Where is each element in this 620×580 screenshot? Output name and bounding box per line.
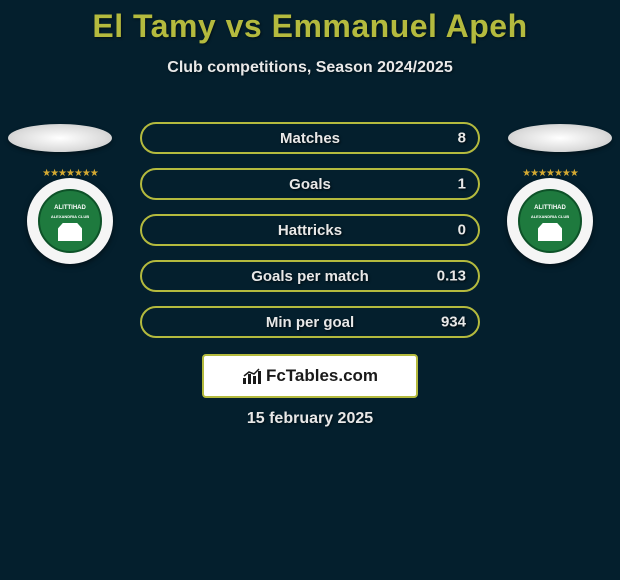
club-name-line2: ALEXANDRIA CLUB	[520, 214, 580, 219]
infographic-root: El Tamy vs Emmanuel Apeh Club competitio…	[0, 0, 620, 580]
brand-label: FcTables.com	[266, 366, 378, 386]
stat-label: Hattricks	[142, 222, 478, 239]
stat-row-goals: Goals 1	[140, 168, 480, 200]
player-photo-right	[508, 124, 612, 152]
club-badge-right: ★★★★★★★ ALITTIHAD ALEXANDRIA CLUB	[507, 178, 593, 264]
club-crest-icon: ALITTIHAD ALEXANDRIA CLUB	[38, 189, 102, 253]
page-title: El Tamy vs Emmanuel Apeh	[0, 0, 620, 45]
stat-label: Min per goal	[142, 314, 478, 331]
stat-label: Goals	[142, 176, 478, 193]
brand-chart-icon	[242, 367, 262, 385]
club-crest-icon: ALITTIHAD ALEXANDRIA CLUB	[518, 189, 582, 253]
stat-row-matches: Matches 8	[140, 122, 480, 154]
date-line: 15 february 2025	[0, 410, 620, 428]
page-subtitle: Club competitions, Season 2024/2025	[0, 59, 620, 77]
club-name-line1: ALITTIHAD	[40, 205, 100, 211]
star-icon: ★★★★★★★	[507, 168, 593, 179]
stats-panel: Matches 8 Goals 1 Hattricks 0 Goals per …	[140, 122, 480, 352]
stat-label: Matches	[142, 130, 478, 147]
club-badge-left: ★★★★★★★ ALITTIHAD ALEXANDRIA CLUB	[27, 178, 113, 264]
player-photo-left	[8, 124, 112, 152]
crest-shape-icon	[538, 223, 562, 241]
stat-label: Goals per match	[142, 268, 478, 285]
stat-row-goals-per-match: Goals per match 0.13	[140, 260, 480, 292]
stat-row-hattricks: Hattricks 0	[140, 214, 480, 246]
star-icon: ★★★★★★★	[27, 168, 113, 179]
brand-box[interactable]: FcTables.com	[202, 354, 418, 398]
stat-row-min-per-goal: Min per goal 934	[140, 306, 480, 338]
club-name-line1: ALITTIHAD	[520, 205, 580, 211]
club-name-line2: ALEXANDRIA CLUB	[40, 214, 100, 219]
crest-shape-icon	[58, 223, 82, 241]
